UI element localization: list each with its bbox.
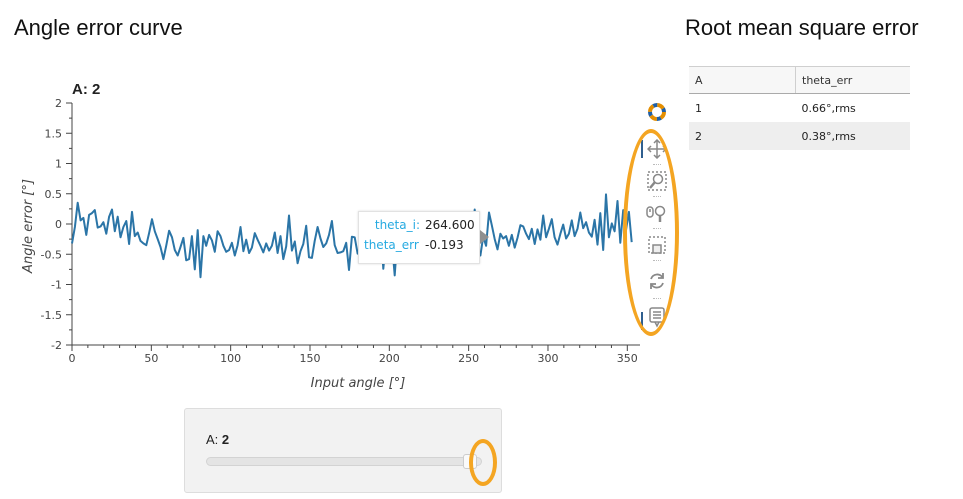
tooltip-row-theta-i: theta_i: 264.600 (365, 218, 477, 236)
box-zoom-tool-icon[interactable] (646, 170, 668, 192)
x-tick-label: 50 (144, 352, 158, 365)
y-axis-label: Angle error [°] (21, 179, 36, 274)
a-slider-widget: A: 2 (184, 408, 502, 493)
column-header-a[interactable]: A (689, 67, 796, 94)
x-tick-label: 100 (220, 352, 241, 365)
active-tool-marker (641, 140, 643, 158)
rms-heading: Root mean square error (685, 15, 919, 41)
active-tool-marker (641, 312, 643, 330)
toolbar-divider (653, 260, 661, 261)
x-tick-label: 200 (379, 352, 400, 365)
toolbar-divider (653, 298, 661, 299)
tooltip-key: theta_i: (375, 218, 420, 232)
x-tick-label: 350 (617, 352, 638, 365)
toolbar-divider (653, 228, 661, 229)
slider-value: 2 (222, 432, 229, 447)
hover-tooltip: theta_i: 264.600 theta_err: -0.193 (358, 211, 480, 264)
y-tick-label: -2 (51, 339, 62, 352)
plot-axes (72, 103, 640, 345)
y-tick-label: 1.5 (45, 127, 63, 140)
toolbar-divider (653, 164, 661, 165)
x-tick-label: 250 (458, 352, 479, 365)
table-cell: 2 (689, 122, 796, 150)
y-tick-label: -1.5 (41, 309, 62, 322)
tooltip-row-theta-err: theta_err: -0.193 (365, 238, 477, 256)
x-axis-label: Input angle [°] (311, 376, 406, 391)
toolbar-divider (653, 196, 661, 197)
table-cell: 0.38°,rms (796, 122, 911, 150)
y-tick-label: 2 (55, 97, 62, 110)
tooltip-value: 264.600 (425, 218, 475, 232)
table-row[interactable]: 2 0.38°,rms (689, 122, 910, 150)
slider-handle[interactable] (463, 454, 477, 469)
angle-error-heading: Angle error curve (14, 15, 183, 41)
tooltip-key: theta_err: (364, 238, 420, 252)
slider-track[interactable] (206, 457, 482, 466)
rms-table: A theta_err 1 0.66°,rms 2 0.38°,rms (689, 66, 910, 150)
slider-title: A: 2 (206, 432, 229, 447)
x-tick-label: 300 (537, 352, 558, 365)
save-tool-icon[interactable] (646, 234, 668, 256)
table-row[interactable]: 1 0.66°,rms (689, 94, 910, 123)
hover-tool-icon[interactable] (646, 306, 668, 328)
angle-error-plot[interactable]: A: 2 2 1.5 1 0.5 0 -0.5 -1 -1.5 -2 0 50 100 150 200 25… (0, 70, 640, 400)
x-tick-label: 150 (299, 352, 320, 365)
table-cell: 1 (689, 94, 796, 123)
bokeh-logo-icon[interactable] (646, 101, 668, 123)
plot-toolbar (641, 98, 671, 338)
slider-label: A: (206, 432, 222, 447)
reset-tool-icon[interactable] (646, 270, 668, 292)
y-tick-label: 0 (55, 218, 62, 231)
y-tick-label: -0.5 (41, 248, 62, 261)
column-header-theta-err[interactable]: theta_err (796, 67, 911, 94)
wheel-zoom-tool-icon[interactable] (646, 202, 668, 224)
x-tick-label: 0 (69, 352, 76, 365)
tooltip-pointer (480, 230, 489, 244)
table-cell: 0.66°,rms (796, 94, 911, 123)
pan-tool-icon[interactable] (646, 138, 668, 160)
plot-title: A: 2 (72, 81, 100, 98)
series-line-theta-err (72, 194, 632, 277)
y-tick-label: 1 (55, 158, 62, 171)
table-header-row: A theta_err (689, 67, 910, 94)
y-tick-label: -1 (51, 279, 62, 292)
y-tick-label: 0.5 (45, 188, 63, 201)
tooltip-value: -0.193 (425, 238, 464, 252)
